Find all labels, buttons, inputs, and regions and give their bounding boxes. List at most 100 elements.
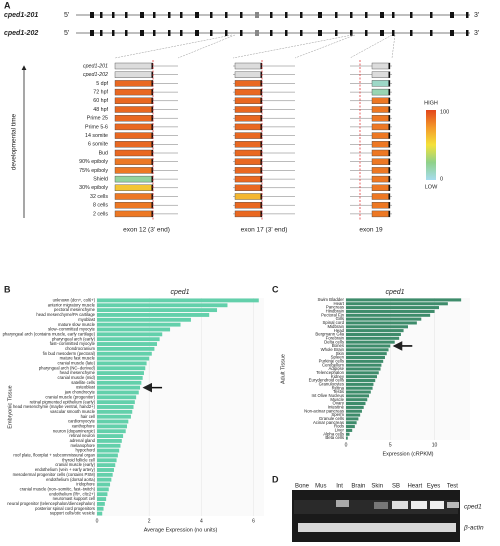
chart-title: cped1 [170,289,189,296]
y-tick-label: endothelium (dorsal aorta) [46,477,95,482]
bar [97,298,259,303]
exon-cell [114,71,154,78]
bar [97,400,135,405]
x-axis-label: Average Expression (no units) [144,527,218,533]
exon-block [335,12,338,18]
exon-end [388,97,390,104]
bar [97,419,129,424]
row-label: 72 hpf [93,90,108,96]
bar [97,361,147,366]
exon-end [151,150,153,156]
exon-cell [234,88,263,96]
y-tick-label: Non-acinar pancreas [304,408,344,413]
y-tick-label: Spinal cord [323,320,345,325]
y-tick-label: fast−committed myocyte [50,341,96,346]
y-tick-label: retinal neuron [69,433,95,438]
bar [346,317,422,321]
y-tick-label: Retina [332,385,345,390]
y-tick-label: Testis [333,389,344,394]
exon-cell [371,201,391,209]
exon-block [380,12,384,18]
y-tick-label: melanophore [71,443,96,448]
bar [346,325,408,329]
exon-block [240,30,243,36]
exon-cell [234,201,263,209]
exon-block [90,30,94,36]
exon-block [300,30,303,36]
exon-cell [371,88,391,96]
y-tick-label: Midbrain [328,324,345,329]
bar [97,303,228,308]
row-label: 32 cells [90,194,108,200]
y-tick-label: Int Olive Nucleus [312,393,344,398]
y-tick-label: hypochord [75,448,95,453]
x-tick-label: 4 [200,518,203,524]
exon-cell [371,114,391,122]
gel-row-label: β-actin [463,525,484,532]
exon-block [318,30,322,36]
exon-block [450,30,454,36]
exon-block [270,12,273,18]
bar [346,425,355,429]
exon-end [388,80,390,87]
exon-cell [371,141,391,148]
exon-cell [234,80,263,87]
y-tick-label: Granulocytes [319,381,344,386]
exon-cell [114,175,154,183]
bar [97,434,124,439]
bar [346,352,387,356]
exon-cell [114,62,154,70]
zoom-line [114,34,233,59]
exon-cell [371,132,391,139]
y-tick-label: adrenal gland [70,438,96,443]
panel-letter: C [272,284,279,294]
y-tick-label: cranial muscle (mid) [58,375,96,380]
lane-label: Mus [315,484,326,490]
bar [97,511,103,516]
y-tick-label: Adipose [328,366,344,371]
y-tick-label: Ovary [333,401,345,406]
y-tick-label: Whole Brain [321,347,345,352]
exon-cell [114,184,154,192]
exon-block [466,12,469,18]
y-tick-label: head mesenchyme/PA cartilage [36,312,95,317]
lane-label: SB [392,484,400,490]
three-prime: 3' [474,12,479,19]
bar [346,363,382,367]
exon-end [260,167,262,174]
bar [346,309,435,313]
y-tick-label: pharyngeal arch (NC−derived) [39,365,96,370]
row-label: Shield [93,177,108,183]
y-tick-label: cardiomyocyte [68,419,96,424]
y-tick-label: osteoblast [76,385,96,390]
y-tick-label: Alpha cells [323,431,344,436]
exon-cell [371,123,391,131]
exon-end [151,167,153,174]
bar [97,438,122,443]
exon-cell [371,62,391,70]
exon-cell [234,210,263,218]
bar [97,414,131,419]
exon-cell [371,193,391,200]
y-tick-label: Beta cells [325,435,344,440]
exon-end [260,210,262,217]
lane-label: Test [447,484,458,490]
exon-block [285,30,288,36]
exon-block [100,12,103,18]
y-tick-label: pharyngeal arch (contains muscle, early … [3,331,96,336]
row-label: Prime 25 [87,116,108,122]
row-label: 60 hpf [93,98,108,104]
transcript-label: cped1-201 [4,12,38,19]
y-tick-label: Spleen [331,355,345,360]
y-tick-label: neural progenitor (telencephalon/diencep… [7,501,95,506]
exon-end [388,176,390,183]
bar [97,463,116,468]
exon-cell [371,167,391,174]
exon-cell [114,114,154,122]
bar [346,421,357,425]
bar [97,501,105,506]
bar [97,313,210,317]
exon-end [151,141,153,148]
exon-block [318,12,322,18]
